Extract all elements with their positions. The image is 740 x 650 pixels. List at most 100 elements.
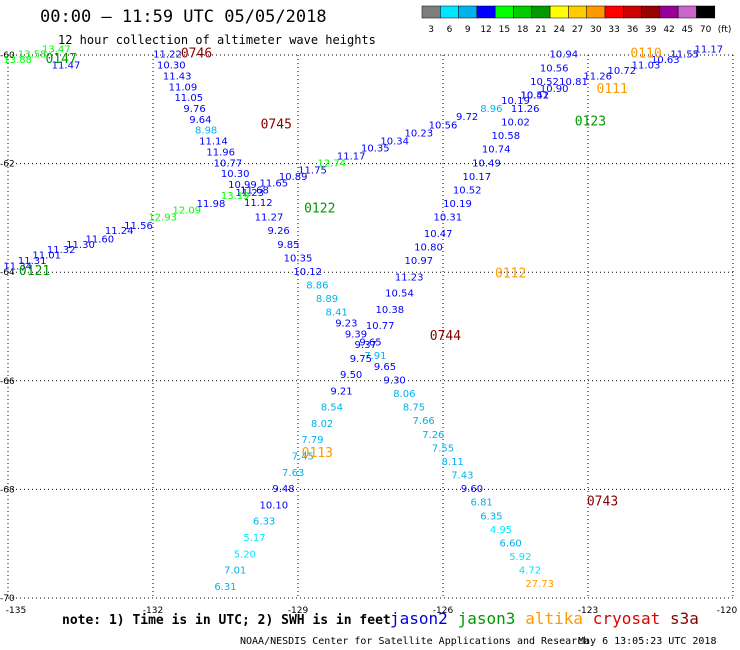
grid-lines [7, 54, 734, 599]
wave-height-label: 6.33 [253, 517, 275, 528]
wave-height-label: 11.60 [86, 234, 115, 245]
wave-height-label: 9.48 [272, 484, 294, 495]
wave-height-label: 8.98 [195, 126, 217, 137]
colorbar-swatch [421, 5, 441, 19]
colorbar-label: 36 [627, 25, 639, 35]
satellite-legend-entry: jason2 [390, 609, 448, 628]
wave-height-label: 11.26 [511, 104, 540, 115]
wave-height-label: 10.19 [443, 199, 472, 210]
colorbar-label: 15 [499, 25, 510, 35]
wave-height-label: 7.91 [364, 351, 386, 362]
wave-height-label: 11.47 [52, 61, 81, 72]
x-tick-label: -129 [288, 606, 309, 616]
wave-height-label: 10.41 [521, 90, 550, 101]
pass-time-label: 0745 [261, 117, 292, 132]
wave-height-label: 9.21 [330, 386, 352, 397]
colorbar-swatch [494, 5, 514, 19]
wave-height-label: 6.31 [214, 582, 236, 593]
wave-height-label: 11.27 [255, 213, 284, 224]
colorbar-swatch [604, 5, 624, 19]
colorbar-swatch [458, 5, 478, 19]
colorbar-swatch [476, 5, 496, 19]
wave-height-label: 9.76 [183, 104, 205, 115]
wave-height-label: 8.54 [321, 403, 343, 414]
wave-height-label: 11.30 [66, 240, 95, 251]
wave-height-label: 7.63 [282, 468, 304, 479]
wave-height-label: 10.81 [559, 77, 588, 88]
colorbar-label: 9 [465, 25, 471, 35]
wave-height-label: 11.24 [105, 226, 134, 237]
satellite-legend-entry: cryosat [593, 609, 660, 628]
wave-height-label: 10.74 [482, 145, 511, 156]
wave-height-label: 9.72 [456, 112, 478, 123]
wave-height-label: 9.37 [355, 340, 377, 351]
y-tick-label: -62 [0, 160, 15, 170]
wave-height-label: 10.56 [540, 63, 569, 74]
colorbar-label: 70 [700, 25, 712, 35]
wave-height-label: 10.94 [550, 50, 579, 61]
colorbar-label: 3 [428, 25, 434, 35]
wave-height-label: 4.72 [519, 566, 541, 577]
wave-height-label: 11.09 [169, 82, 198, 93]
satellite-legend-entry: jason3 [458, 609, 516, 628]
wave-height-label: 10.12 [293, 267, 322, 278]
wave-height-label: 7.55 [432, 443, 454, 454]
wave-height-label: 9.39 [345, 329, 367, 340]
wave-height-label: 11.17 [337, 151, 366, 162]
wave-height-label: 7.26 [422, 430, 444, 441]
wave-height-label: 10.80 [414, 242, 443, 253]
pass-time-labels: 0746 0745 0147 0122 0121 0744 0112 0113 0110 0111… [19, 47, 662, 510]
x-tick-label: -126 [433, 606, 454, 616]
wave-height-label: 9.23 [335, 319, 357, 330]
chart-subtitle: 12 hour collection of altimeter wave hei… [58, 33, 376, 47]
pass-time-label: 0746 [181, 47, 212, 62]
wave-height-label: 13.19 [221, 191, 250, 202]
wave-height-label: 10.90 [540, 84, 569, 95]
x-tick-label: -123 [578, 606, 598, 616]
colorbar-swatch [513, 5, 533, 19]
wave-height-label: 10.97 [405, 256, 434, 267]
wave-height-label: 10.63 [651, 55, 680, 66]
wave-height-label: 10.99 [228, 180, 257, 191]
wave-height-label: 10.19 [501, 96, 530, 107]
wave-height-label: 8.41 [326, 308, 348, 319]
wave-height-label: 10.17 [463, 172, 492, 183]
wave-height-label: 11.23 [235, 188, 264, 199]
wave-height-label: 27.73 [525, 579, 554, 590]
wave-height-label: 10.77 [366, 321, 395, 332]
wave-height-label: 10.10 [260, 500, 289, 511]
chart-title: 00:00 – 11:59 UTC 05/05/2018 [40, 7, 327, 27]
pass-time-label: 0743 [587, 495, 618, 510]
wave-height-label: 9.65 [359, 338, 381, 349]
wave-height-label: 10.34 [380, 137, 409, 148]
colorbar-label: 33 [608, 25, 619, 35]
wave-height-label: 12.93 [148, 213, 177, 224]
wave-height-label: 8.11 [442, 457, 464, 468]
wave-height-label: 10.89 [279, 172, 308, 183]
wave-height-label: 7.45 [292, 452, 314, 463]
colorbar-label: 6 [447, 25, 453, 35]
colorbar-label: 45 [682, 25, 693, 35]
pass-time-label: 0113 [302, 446, 333, 461]
wave-height-label: 7.66 [413, 416, 435, 427]
wave-height-label: 10.77 [214, 158, 243, 169]
data-labels: 11.2210.3011.4311.0911.059.769.648.9811.… [3, 44, 723, 593]
y-tick-label: -66 [0, 377, 15, 387]
wave-height-label: 7.01 [224, 566, 246, 577]
x-tick-label: -132 [143, 606, 163, 616]
colorbar-swatch [641, 5, 661, 19]
wave-height-label: 10.56 [429, 120, 458, 131]
satellite-legend-entry: altika [525, 609, 583, 628]
colorbar-swatch [440, 5, 459, 19]
wave-height-label: 10.52 [521, 90, 550, 101]
wave-height-label: 8.96 [480, 104, 502, 115]
wave-height-label: 11.34 [3, 261, 32, 272]
colorbar-label: 24 [554, 25, 566, 35]
wave-height-label: 10.23 [405, 128, 434, 139]
wave-height-label: 10.38 [376, 305, 405, 316]
wave-height-label: 9.85 [277, 240, 299, 251]
wave-height-label: 11.98 [197, 199, 226, 210]
pass-time-label: 0112 [495, 267, 526, 282]
wave-height-label: 12.74 [318, 158, 347, 169]
wave-height-label: 11.03 [632, 61, 661, 72]
